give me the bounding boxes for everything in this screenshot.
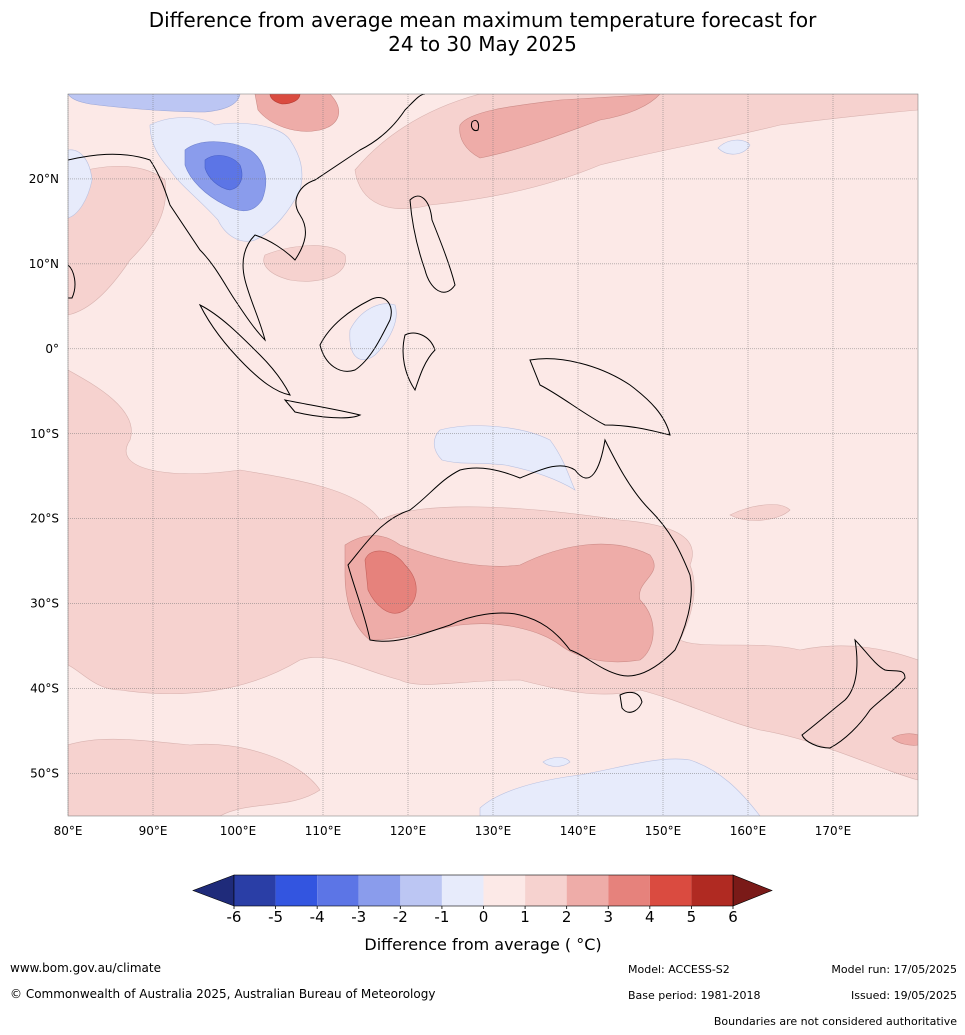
lon-tick-label: 80°E: [54, 824, 83, 838]
lat-tick-label: 20°S: [30, 512, 59, 526]
colorbar-tick-label: -1: [434, 908, 449, 926]
colorbar: -6 -5 -4 -3 -2 -1 0 1 2 3 4 5 6: [192, 874, 773, 926]
latitude-labels: 20°N 10°N 0° 10°S 20°S 30°S 40°S 50°S: [29, 172, 59, 781]
colorbar-label: Difference from average ( °C): [364, 935, 601, 954]
colorbar-tick-label: 4: [645, 908, 655, 926]
anomaly-region-southern-ocean-cool: [479, 758, 761, 816]
lon-tick-label: 110°E: [305, 824, 342, 838]
anomaly-region-china-hot: [269, 94, 301, 105]
coastline-australia: [347, 438, 692, 677]
title-line-2: 24 to 30 May 2025: [388, 32, 577, 56]
colorbar-swatch: [691, 875, 733, 906]
coastline-taiwan: [471, 119, 479, 131]
lon-tick-label: 100°E: [220, 824, 257, 838]
coastline-sumatra: [198, 303, 291, 396]
anomaly-region-india-cool: [68, 149, 93, 219]
lon-tick-label: 130°E: [475, 824, 512, 838]
anomaly-region-new-zealand-warm: [891, 733, 918, 746]
coastline-sulawesi: [402, 332, 436, 392]
anomaly-region-southwest: [68, 738, 321, 816]
map-plot-area: [68, 94, 918, 816]
lon-tick-label: 150°E: [645, 824, 682, 838]
lon-tick-label: 90°E: [139, 824, 168, 838]
colorbar-swatch: [234, 875, 276, 906]
lat-tick-label: 0°: [45, 342, 59, 356]
anomaly-region-south-china-warm: [254, 94, 339, 132]
coastlines: [68, 94, 906, 749]
colorbar-tick-label: -2: [393, 908, 408, 926]
lon-tick-label: 140°E: [560, 824, 597, 838]
anomaly-region-pacific-cool: [717, 139, 751, 155]
lon-tick-label: 160°E: [730, 824, 767, 838]
colorbar-extend-high: [732, 874, 773, 907]
colorbar-swatch: [483, 875, 526, 906]
colorbar-swatch: [275, 875, 318, 906]
lon-tick-label: 120°E: [390, 824, 427, 838]
model-run-date: Model run: 17/05/2025: [831, 963, 957, 976]
anomaly-region-north-australia-cool: [433, 425, 576, 491]
colorbar-tick-label: -5: [268, 908, 283, 926]
coastline-philippines: [409, 195, 456, 293]
lat-tick-label: 50°S: [30, 767, 59, 781]
colorbar-tick-label: 3: [603, 908, 613, 926]
colorbar-tick-label: -4: [310, 908, 325, 926]
anomaly-region-south-china-sea: [263, 245, 346, 282]
anomaly-region-australia-warm: [344, 535, 655, 663]
anomaly-region-borneo-cool: [349, 303, 397, 360]
anomaly-region-arabian-sea: [68, 166, 167, 316]
coastline-new-guinea: [529, 358, 671, 436]
colorbar-tick-label: 0: [479, 908, 489, 926]
coastline-borneo: [319, 297, 392, 372]
colorbar-tick-label: 5: [687, 908, 697, 926]
anomaly-region-south-cool-patch: [542, 757, 571, 767]
coastline-java: [283, 399, 362, 419]
colorbar-swatch: [566, 875, 609, 906]
lon-tick-label: 170°E: [815, 824, 852, 838]
colorbar-swatch: [441, 875, 484, 906]
anomaly-region-north-pacific-warm: [459, 94, 661, 159]
base-period: Base period: 1981-2018: [628, 989, 761, 1002]
map-title: Difference from average mean maximum tem…: [0, 8, 965, 56]
longitude-labels: 80°E 90°E 100°E 110°E 120°E 130°E 140°E 150°E 16…: [54, 824, 852, 838]
anomaly-region-himalaya-cool: [68, 94, 241, 113]
boundaries-disclaimer: Boundaries are not considered authoritat…: [713, 1015, 957, 1028]
colorbar-tick-label: -6: [227, 908, 242, 926]
lat-tick-label: 40°S: [30, 682, 59, 696]
lat-tick-label: 30°S: [30, 597, 59, 611]
lat-tick-label: 20°N: [29, 172, 59, 186]
issued-date: Issued: 19/05/2025: [850, 989, 957, 1002]
lat-tick-label: 10°S: [30, 427, 59, 441]
copyright-text: © Commonwealth of Australia 2025, Austra…: [10, 987, 436, 1001]
colorbar-swatch: [358, 875, 401, 906]
model-name: Model: ACCESS-S2: [628, 963, 730, 976]
colorbar-tick-label: 6: [728, 908, 738, 926]
map-frame: [67, 93, 919, 817]
colorbar-swatch: [649, 875, 692, 906]
coastline-new-zealand: [801, 638, 906, 749]
colorbar-tick-label: 2: [562, 908, 572, 926]
colorbar-swatch: [525, 875, 567, 906]
anomaly-region-myanmar-cool: [204, 155, 243, 191]
coastline-tasmania: [619, 691, 643, 713]
colorbar-tick-label: -3: [351, 908, 366, 926]
colorbar-tick-label: 1: [520, 908, 530, 926]
colorbar-swatch: [608, 875, 650, 906]
colorbar-extend-low: [192, 874, 235, 907]
website-link[interactable]: www.bom.gov.au/climate: [10, 961, 161, 975]
coastline-mainland-asia: [68, 94, 426, 342]
colorbar-swatch: [400, 875, 442, 906]
lat-tick-label: 10°N: [29, 257, 59, 271]
anomaly-region-western-australia-hot: [364, 550, 417, 614]
coastline-sri-lanka: [68, 264, 76, 299]
anomaly-region-tasman: [729, 504, 791, 521]
title-line-1: Difference from average mean maximum tem…: [148, 8, 817, 32]
colorbar-swatch: [317, 875, 359, 906]
